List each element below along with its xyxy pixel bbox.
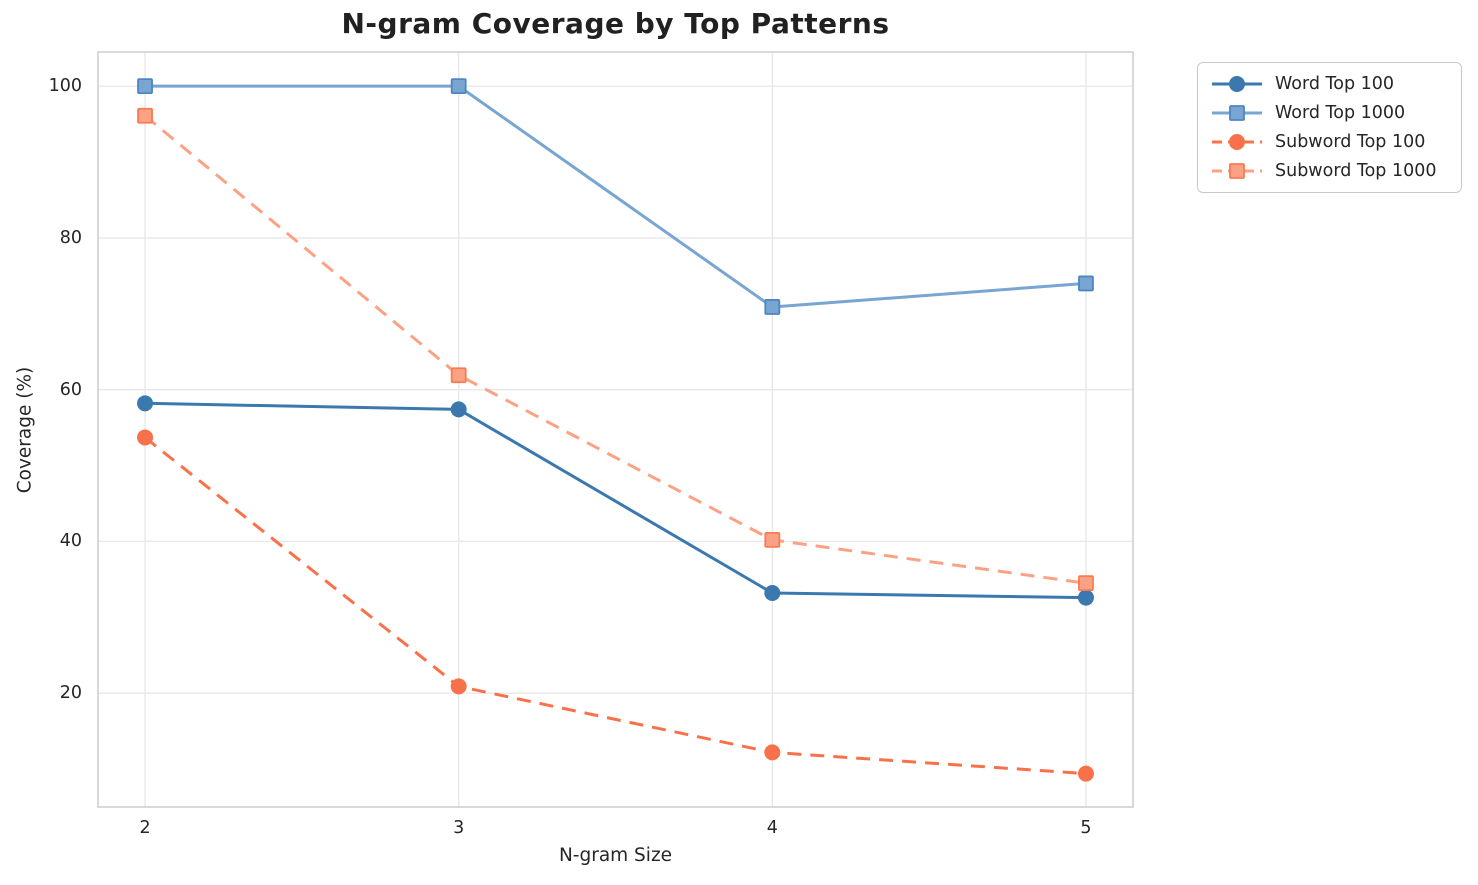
y-tick-label: 40 — [59, 531, 82, 552]
legend-label: Word Top 100 — [1275, 74, 1395, 95]
marker-word-top-100 — [137, 395, 154, 412]
marker-word-top-100 — [1077, 589, 1094, 606]
marker-word-top-1000 — [450, 78, 467, 95]
legend-label: Subword Top 100 — [1275, 131, 1426, 152]
y-tick-label: 60 — [59, 379, 82, 400]
legend-marker — [1229, 162, 1245, 179]
legend-sample-word-top-1000 — [1212, 105, 1262, 122]
legend-sample-subword-top-1000 — [1212, 162, 1262, 179]
series-line-word-top-100 — [144, 401, 1087, 600]
legend-label: Word Top 1000 — [1275, 103, 1406, 124]
marker-word-top-1000 — [137, 78, 153, 95]
x-tick-label: 2 — [139, 818, 151, 838]
marker-subword-top-1000 — [1078, 575, 1094, 592]
series-line-subword-top-100 — [144, 436, 1087, 776]
y-tick-label: 100 — [48, 76, 82, 97]
legend-sample-subword-top-100 — [1212, 133, 1262, 150]
x-axis-label: N-gram Size — [558, 845, 673, 866]
legend-item: Subword Top 100 — [1210, 132, 1451, 152]
legend-item: Word Top 1000 — [1210, 103, 1451, 123]
marker-subword-top-1000 — [764, 532, 781, 548]
x-tick-label: 3 — [453, 818, 465, 838]
marker-subword-top-100 — [764, 744, 781, 761]
legend-item: Word Top 100 — [1210, 74, 1451, 94]
legend: Word Top 100 Word Top 1000 Subword Top 100… — [1197, 62, 1462, 193]
marker-word-top-1000 — [764, 299, 781, 315]
axes-spines — [97, 51, 1134, 808]
marker-word-top-100 — [450, 401, 467, 418]
x-tick-label: 5 — [1080, 818, 1092, 838]
y-tick-label: 80 — [59, 227, 82, 248]
legend-item: Subword Top 1000 — [1210, 161, 1451, 181]
marker-word-top-100 — [764, 585, 781, 602]
marker-subword-top-100 — [137, 429, 154, 446]
legend-marker — [1229, 105, 1245, 122]
marker-subword-top-1000 — [450, 367, 467, 384]
legend-sample-word-top-100 — [1212, 76, 1262, 93]
legend-marker — [1229, 76, 1245, 93]
series-line-subword-top-1000 — [144, 114, 1087, 585]
marker-subword-top-100 — [1077, 765, 1094, 782]
legend-label: Subword Top 1000 — [1275, 160, 1437, 181]
marker-subword-top-100 — [450, 678, 467, 695]
marker-word-top-1000 — [1078, 275, 1094, 292]
y-tick-label: 20 — [59, 683, 82, 704]
marker-subword-top-1000 — [137, 107, 153, 124]
series-line-word-top-1000 — [145, 84, 1087, 309]
chart-title: N-gram Coverage by Top Patterns — [341, 7, 890, 40]
legend-marker — [1229, 133, 1245, 150]
x-tick-label: 4 — [766, 818, 778, 838]
